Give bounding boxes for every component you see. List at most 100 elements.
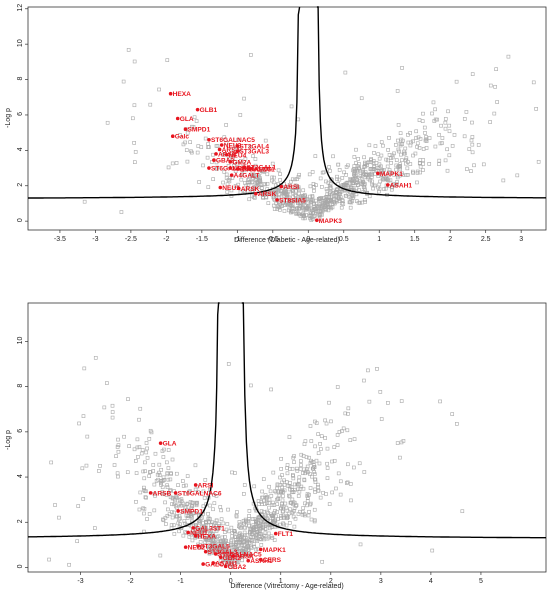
data-point — [147, 436, 152, 441]
data-point — [224, 527, 229, 532]
data-point — [183, 530, 187, 534]
x-tick-label: 2 — [329, 578, 333, 585]
highlighted-point — [201, 562, 205, 566]
data-point — [355, 168, 360, 173]
data-point — [276, 182, 280, 186]
data-point — [404, 161, 408, 166]
data-point — [253, 157, 258, 161]
data-point — [168, 488, 173, 492]
data-point — [330, 459, 334, 464]
data-point — [289, 104, 294, 109]
data-point — [184, 483, 188, 488]
data-point — [257, 502, 261, 506]
data-point — [151, 463, 156, 467]
data-point — [159, 483, 163, 487]
highlighted-point — [158, 441, 163, 445]
data-point — [145, 446, 149, 451]
data-point — [166, 507, 170, 512]
data-point — [352, 155, 357, 159]
y-tick-label: 8 — [17, 77, 24, 81]
x-tick-label: 1 — [377, 236, 381, 243]
gene-label: B4GALNT1 — [240, 166, 275, 173]
data-point — [237, 147, 242, 151]
data-point — [399, 137, 404, 142]
data-point — [237, 546, 242, 551]
data-point — [309, 218, 314, 222]
data-point — [269, 387, 273, 392]
data-point — [398, 455, 402, 460]
data-point — [371, 161, 376, 165]
highlighted-point — [217, 147, 222, 152]
data-point — [138, 406, 143, 411]
data-point — [493, 84, 497, 89]
data-point — [300, 510, 305, 514]
data-point — [314, 209, 318, 213]
data-point — [265, 536, 270, 541]
highlighted-point — [315, 218, 319, 223]
x-tick-label: -2 — [127, 578, 133, 585]
data-point — [292, 509, 296, 513]
data-point — [291, 455, 296, 460]
data-point — [313, 477, 317, 482]
data-point — [470, 142, 475, 147]
data-point — [297, 172, 301, 177]
data-point — [214, 160, 219, 165]
gene-label: NEU1 — [222, 185, 240, 192]
data-point — [187, 508, 191, 513]
x-tick-label: 2.5 — [481, 236, 491, 243]
data-point — [415, 180, 419, 185]
data-point — [309, 458, 313, 463]
data-point — [161, 517, 165, 522]
gene-label: ASAH1 — [390, 182, 413, 189]
data-point — [316, 432, 320, 436]
data-point — [157, 87, 161, 92]
data-point — [261, 519, 266, 524]
data-point — [343, 411, 348, 416]
gene-label: ST3GAL3 — [208, 549, 238, 556]
data-point — [396, 147, 401, 152]
data-point — [242, 483, 247, 487]
data-point — [185, 501, 190, 506]
data-point — [235, 510, 239, 514]
data-point — [159, 467, 163, 472]
data-point — [288, 507, 292, 512]
data-point — [294, 503, 299, 507]
data-point — [297, 482, 301, 487]
gene-label: NEU4 — [229, 152, 247, 159]
data-point — [247, 509, 252, 513]
data-point — [308, 486, 313, 490]
data-point — [162, 447, 166, 452]
data-point — [369, 160, 374, 164]
data-point — [284, 523, 289, 528]
gene-label: A4GALT — [234, 173, 260, 180]
data-point — [194, 119, 199, 123]
x-tick-label: 3 — [379, 578, 383, 585]
data-point — [279, 467, 283, 471]
data-point — [300, 206, 304, 210]
data-point — [341, 183, 346, 187]
data-point — [238, 540, 242, 545]
data-point — [273, 519, 278, 523]
data-point — [233, 471, 237, 475]
data-point — [320, 170, 325, 175]
data-point — [281, 490, 285, 494]
data-point — [181, 479, 185, 483]
data-point — [368, 167, 373, 171]
data-point — [175, 506, 179, 510]
data-point — [291, 473, 295, 477]
data-point — [246, 178, 250, 182]
data-point — [460, 509, 465, 514]
data-point — [170, 457, 175, 462]
y-tick-label: 4 — [17, 474, 24, 478]
highlighted-point — [223, 564, 228, 569]
data-point — [417, 118, 422, 122]
data-point — [259, 543, 264, 547]
data-point — [424, 146, 429, 150]
data-point — [415, 145, 419, 149]
data-point — [454, 79, 459, 84]
data-point — [399, 399, 404, 403]
data-point — [470, 135, 475, 139]
data-point — [319, 447, 323, 451]
data-point — [266, 201, 271, 205]
data-point — [192, 115, 197, 120]
